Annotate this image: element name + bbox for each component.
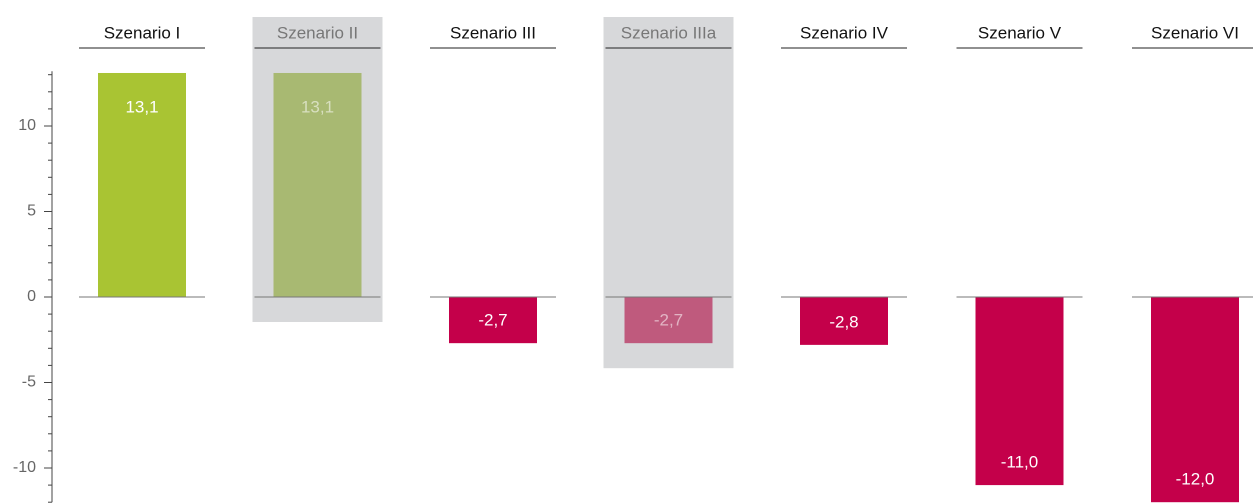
- bar: [1151, 297, 1239, 503]
- bar: [273, 72, 362, 298]
- bar: [98, 72, 186, 298]
- column-header: Szenario IV: [800, 23, 889, 42]
- column-header: Szenario IIIa: [621, 23, 717, 42]
- y-tick-label: -5: [22, 374, 36, 391]
- column-header: Szenario III: [450, 23, 536, 42]
- bar: [800, 297, 888, 345]
- bar: [624, 297, 713, 344]
- y-tick-label: 5: [27, 203, 36, 220]
- value-label: -2,7: [478, 311, 507, 330]
- value-label: 13,1: [125, 97, 158, 116]
- bar: [449, 297, 537, 344]
- column-header: Szenario II: [277, 23, 358, 42]
- column-header: Szenario I: [104, 23, 181, 42]
- column-header: Szenario VI: [1151, 23, 1239, 42]
- value-label: -2,7: [654, 311, 683, 330]
- value-label: -11,0: [1001, 453, 1039, 472]
- bar: [975, 297, 1064, 486]
- column-header: Szenario V: [978, 23, 1062, 42]
- y-tick-label: 10: [18, 117, 36, 134]
- value-label: 13,1: [301, 97, 334, 116]
- value-label: -12,0: [1176, 470, 1215, 489]
- y-tick-label: 0: [27, 288, 36, 305]
- value-label: -2,8: [829, 312, 858, 331]
- y-tick-label: -10: [13, 459, 36, 476]
